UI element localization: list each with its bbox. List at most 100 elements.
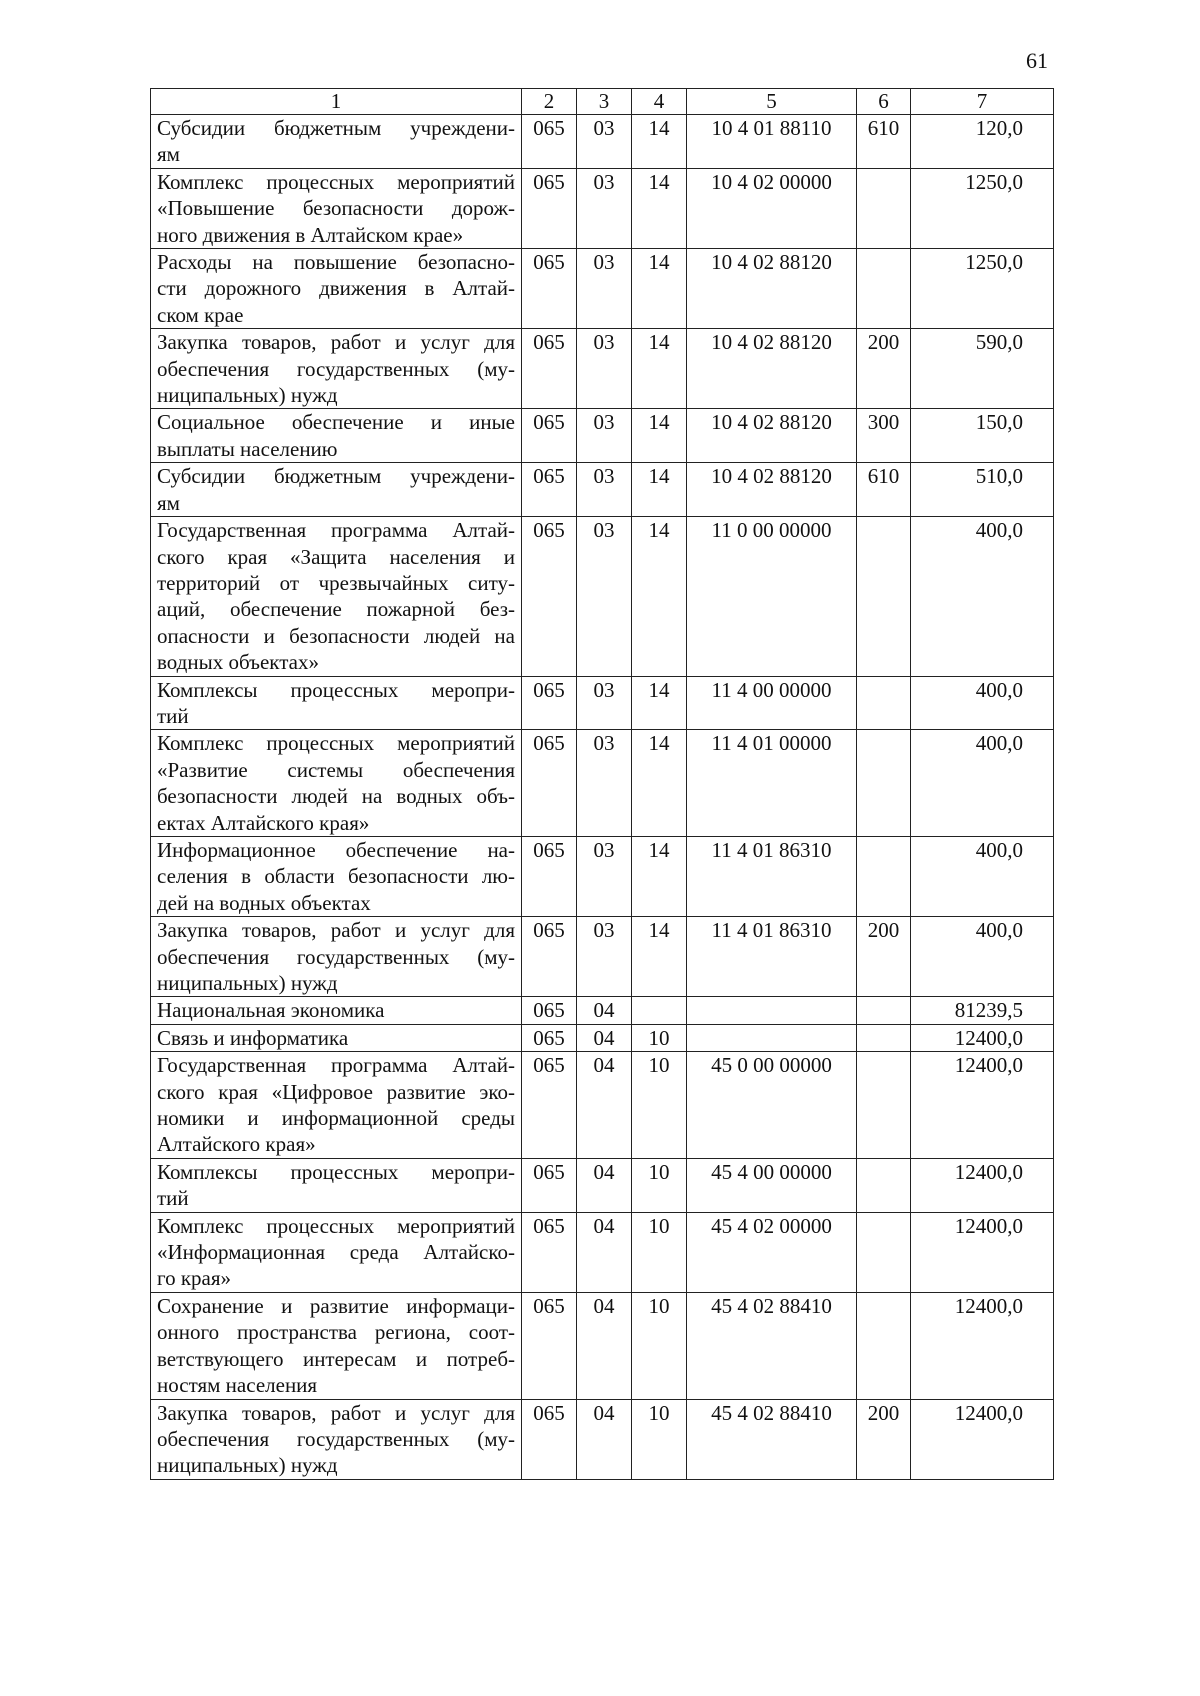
item-name-cell: Комплекс процессных мероприятий «Повышени… xyxy=(150,167,522,250)
amount-cell: 12400,0 xyxy=(910,1157,1054,1213)
item-name-line: ниципальных) нужд xyxy=(157,1453,338,1478)
column-header: 6 xyxy=(856,88,911,115)
amount-cell: 1250,0 xyxy=(910,167,1054,250)
expense-type-code-cell xyxy=(856,1023,911,1053)
item-name-line: онного пространства региона, соот- xyxy=(157,1320,515,1345)
item-name-line: Субсидии бюджетным учреждени- xyxy=(157,464,515,489)
amount-cell: 12400,0 xyxy=(910,1291,1054,1400)
table-row: Расходы на повышение безопасно-сти дорож… xyxy=(150,248,1054,330)
table-row: Комплекс процессных мероприятий «Развитие… xyxy=(150,729,1054,837)
subsection-code-cell: 14 xyxy=(631,462,687,518)
expense-type-code-cell xyxy=(856,516,911,677)
section-code-cell: 04 xyxy=(576,1157,632,1213)
ministry-code-cell: 065 xyxy=(521,114,577,169)
amount-cell: 12400,0 xyxy=(910,1211,1054,1293)
ministry-code-cell: 065 xyxy=(521,1023,577,1053)
ministry-code-cell: 065 xyxy=(521,248,577,330)
item-name-line: Связь и информатика xyxy=(157,1025,349,1050)
target-article-code-cell: 10 4 02 88120 xyxy=(686,248,857,330)
item-name-line: ектах Алтайского края» xyxy=(157,810,370,835)
item-name-line: тий xyxy=(157,703,189,728)
subsection-code-cell: 14 xyxy=(631,835,687,918)
subsection-code-cell: 14 xyxy=(631,916,687,998)
target-article-code-cell: 45 4 02 88410 xyxy=(686,1291,857,1400)
amount-cell: 510,0 xyxy=(910,462,1054,518)
item-name-line: Государственная программа Алтай- xyxy=(157,518,515,543)
item-name-line: Субсидии бюджетным учреждени- xyxy=(157,116,515,140)
item-name-line: «Повышение безопасности дорож- xyxy=(157,196,515,221)
table-row: Государственная программа Алтай-ского кр… xyxy=(150,516,1054,677)
item-name-cell: Связь и информатика xyxy=(150,1023,522,1053)
expense-type-code-cell xyxy=(856,167,911,250)
amount-cell: 12400,0 xyxy=(910,1051,1054,1159)
table-row: Государственная программа Алтай-ского кр… xyxy=(150,1051,1054,1159)
item-name-line: водных объектах» xyxy=(157,650,319,675)
subsection-code-cell: 14 xyxy=(631,516,687,677)
item-name-line: «Информационная среда Алтайско- xyxy=(157,1240,515,1265)
section-code-cell: 03 xyxy=(576,248,632,330)
item-name-cell: Субсидии бюджетным учреждени-ям xyxy=(150,462,522,518)
expense-type-code-cell xyxy=(856,835,911,918)
expense-type-code-cell xyxy=(856,729,911,837)
item-name-line: Социальное обеспечение и иные xyxy=(157,410,515,435)
item-name-line: ского края «Цифровое развитие эко- xyxy=(157,1079,515,1104)
target-article-code-cell: 11 0 00 00000 xyxy=(686,516,857,677)
section-code-cell: 03 xyxy=(576,114,632,169)
item-name-line: обеспечения государственных (му- xyxy=(157,356,515,381)
item-name-line: ностям населения xyxy=(157,1373,318,1398)
ministry-code-cell: 065 xyxy=(521,516,577,677)
amount-cell: 12400,0 xyxy=(910,1023,1054,1053)
item-name-line: ного движения в Алтайском крае» xyxy=(157,222,464,247)
item-name-cell: Комплексы процессных меропри-тий xyxy=(150,675,522,731)
expense-type-code-cell xyxy=(856,1291,911,1400)
table-row: Комплексы процессных меропри-тий 065 03 14 1… xyxy=(150,675,1054,731)
item-name-cell: Государственная программа Алтай-ского кр… xyxy=(150,516,522,677)
item-name-line: Расходы на повышение безопасно- xyxy=(157,250,515,275)
section-code-cell: 03 xyxy=(576,516,632,677)
target-article-code-cell: 11 4 01 86310 xyxy=(686,835,857,918)
target-article-code-cell: 10 4 02 88120 xyxy=(686,328,857,410)
item-name-line: Закупка товаров, работ и услуг для xyxy=(157,330,515,355)
section-code-cell: 03 xyxy=(576,328,632,410)
item-name-line: территорий от чрезвычайных ситу- xyxy=(157,570,515,595)
item-name-line: Информационное обеспечение на- xyxy=(157,837,515,862)
expense-type-code-cell: 200 xyxy=(856,1398,911,1480)
section-code-cell: 04 xyxy=(576,1211,632,1293)
section-code-cell: 04 xyxy=(576,1398,632,1480)
column-header: 4 xyxy=(631,88,687,115)
amount-cell: 400,0 xyxy=(910,675,1054,731)
item-name-cell: Субсидии бюджетным учреждени-ям xyxy=(150,114,522,169)
amount-cell: 12400,0 xyxy=(910,1398,1054,1480)
item-name-line: Комплексы процессных меропри- xyxy=(157,677,515,702)
subsection-code-cell: 14 xyxy=(631,729,687,837)
expense-type-code-cell: 200 xyxy=(856,916,911,998)
subsection-code-cell: 10 xyxy=(631,1157,687,1213)
target-article-code-cell: 10 4 02 88120 xyxy=(686,408,857,464)
amount-cell: 400,0 xyxy=(910,516,1054,677)
item-name-line: аций, обеспечение пожарной без- xyxy=(157,597,515,622)
ministry-code-cell: 065 xyxy=(521,1398,577,1480)
amount-cell: 1250,0 xyxy=(910,248,1054,330)
item-name-line: Национальная экономика xyxy=(157,998,385,1023)
item-name-cell: Информационное обеспечение на-селения в … xyxy=(150,835,522,918)
item-name-line: дей на водных объектах xyxy=(157,890,371,915)
item-name-line: селения в области безопасности лю- xyxy=(157,864,515,889)
page-number: 61 xyxy=(1026,48,1048,73)
target-article-code-cell: 45 0 00 00000 xyxy=(686,1051,857,1159)
ministry-code-cell: 065 xyxy=(521,835,577,918)
expense-type-code-cell xyxy=(856,996,911,1025)
item-name-line: тий xyxy=(157,1186,189,1211)
section-code-cell: 03 xyxy=(576,462,632,518)
item-name-line: опасности и безопасности людей на xyxy=(157,623,515,648)
ministry-code-cell: 065 xyxy=(521,462,577,518)
item-name-line: обеспечения государственных (му- xyxy=(157,1426,515,1451)
target-article-code-cell: 10 4 01 88110 xyxy=(686,114,857,169)
item-name-line: сти дорожного движения в Алтай- xyxy=(157,276,515,301)
item-name-line: Комплекс процессных мероприятий xyxy=(157,1213,515,1238)
amount-cell: 590,0 xyxy=(910,328,1054,410)
section-code-cell: 03 xyxy=(576,729,632,837)
column-header: 1 xyxy=(150,88,522,115)
item-name-line: Алтайского края» xyxy=(157,1132,316,1157)
expense-type-code-cell xyxy=(856,675,911,731)
